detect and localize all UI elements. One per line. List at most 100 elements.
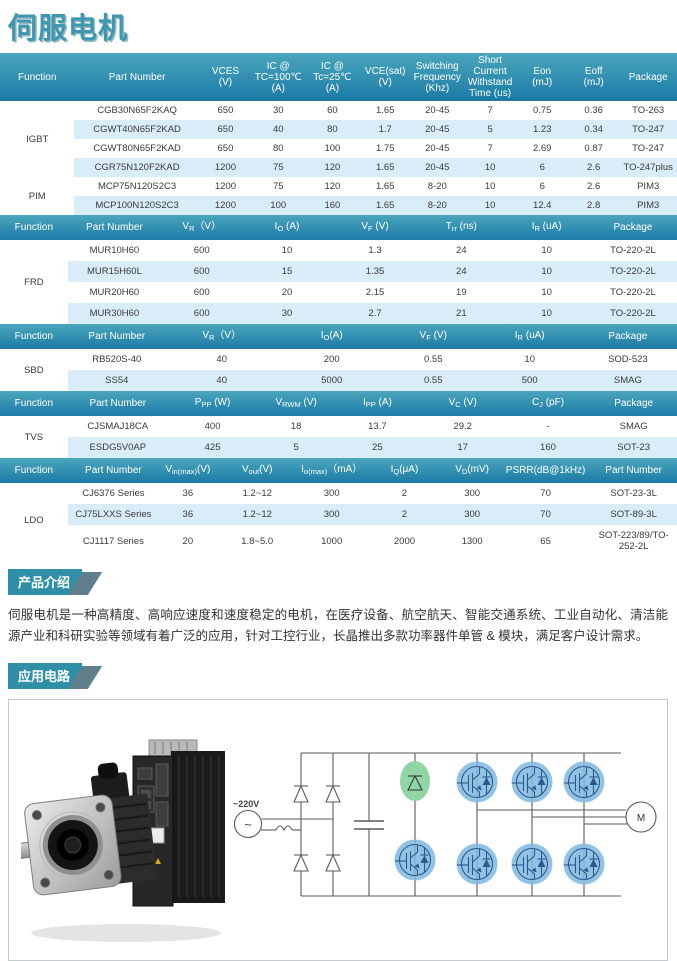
- table-cell: PIM3: [619, 177, 677, 196]
- ac-source: ~ ~220V: [233, 799, 333, 839]
- bridge-rectifier: [293, 784, 341, 872]
- table-cell: 2.6: [567, 177, 620, 196]
- spec-table-tvs: Function Part Number PPP (W) VRWM (V) IPP (A…: [0, 391, 677, 458]
- table-cell: SOT-23-3L: [590, 483, 677, 504]
- table-cell: 36: [159, 483, 217, 504]
- brake-igbt-highlight: [394, 839, 436, 881]
- header-row: Function Part Number Vin(max)(V) Vout(V) Io(…: [0, 458, 677, 483]
- table-cell: 0.36: [567, 101, 620, 120]
- header-row: Function Part Number VR（V） IO(A) VF (V) IR (u…: [0, 324, 677, 349]
- column-header: IR (uA): [504, 215, 589, 240]
- table-cell: 80: [251, 139, 306, 158]
- table-cell: TO-220-2L: [588, 240, 677, 261]
- table-cell: 5: [257, 437, 336, 458]
- column-header: Function: [0, 324, 68, 349]
- table-row: MUR30H60 600 30 2.7 21 10 TO-220-2L: [0, 303, 677, 324]
- function-cell: LDO: [0, 483, 68, 557]
- photo-shadow: [31, 924, 221, 942]
- table-cell: 13.7: [335, 416, 420, 437]
- spec-table-ldo: Function Part Number Vin(max)(V) Vout(V) Io(…: [0, 458, 677, 557]
- table-cell: 0.87: [567, 139, 620, 158]
- igbt-highlight: [563, 761, 605, 803]
- column-header: Package: [578, 324, 677, 349]
- column-header: Part Number: [67, 391, 168, 416]
- table-cell: 2.69: [516, 139, 568, 158]
- table-cell: SS54: [67, 370, 166, 391]
- table-cell: CJSMAJ18CA: [67, 416, 168, 437]
- intro-section: 产品介绍: [0, 569, 677, 595]
- column-header: Package: [619, 53, 677, 101]
- table-cell: 7: [463, 139, 517, 158]
- application-circuit-diagram: ~ ~220V: [233, 752, 657, 897]
- column-header: VCE(sat) (V): [359, 53, 411, 101]
- header-row: Function Part Number VCES (V) IC @ TC=100℃ (A)…: [0, 53, 677, 101]
- column-header: Part Number: [67, 324, 166, 349]
- table-cell: 30: [242, 303, 332, 324]
- intro-heading-badge: 产品介绍: [8, 569, 83, 595]
- column-header: PPP (W): [167, 391, 258, 416]
- table-cell: 1.3: [331, 240, 419, 261]
- table-cell: 0.55: [385, 349, 481, 370]
- table-cell: 36: [159, 504, 217, 525]
- table-cell: 17: [419, 437, 506, 458]
- table-cell: 1.8~5.0: [216, 525, 298, 557]
- column-header: VCES (V): [199, 53, 252, 101]
- table-cell: 8-20: [410, 177, 464, 196]
- column-header: VRWM (V): [257, 391, 336, 416]
- table-cell: 160: [305, 196, 360, 215]
- table-cell: MCP75N120S2C3: [74, 177, 200, 196]
- table-cell: MUR20H60: [67, 282, 162, 303]
- table-cell: 650: [199, 101, 252, 120]
- table-cell: 20-45: [410, 139, 464, 158]
- table-cell: CGR75N120F2KAD: [74, 158, 200, 177]
- table-cell: 1.2~12: [216, 483, 298, 504]
- table-cell: 10: [504, 261, 589, 282]
- table-row: SBD RB520S-40 40 200 0.55 10 SOD-523: [0, 349, 677, 391]
- column-header: Function: [0, 458, 68, 483]
- table-cell: MUR10H60: [67, 240, 162, 261]
- table-cell: 650: [199, 139, 252, 158]
- application-heading-badge: 应用电路: [8, 663, 83, 689]
- column-header: Vin(max)(V): [159, 458, 217, 483]
- column-header: Package: [590, 391, 677, 416]
- column-header: VR（V）: [161, 215, 243, 240]
- table-cell: 18: [257, 416, 336, 437]
- function-cell: TVS: [0, 416, 68, 458]
- table-cell: 20: [242, 282, 332, 303]
- table-cell: 600: [161, 303, 243, 324]
- brake-diode: [400, 761, 430, 801]
- table-row: SS54 40 5000 0.55 500 SMAG: [0, 370, 677, 391]
- table-cell: 20-45: [410, 158, 464, 177]
- table-cell: CJ1117 Series: [67, 525, 160, 557]
- table-row: MCP100N120S2C3 1200 100 160 1.65 8-20 10 12.4 2.…: [0, 196, 677, 215]
- table-cell: 5000: [277, 370, 386, 391]
- table-cell: 70: [500, 504, 591, 525]
- spec-table-sbd: Function Part Number VR（V） IO(A) VF (V) IR (u…: [0, 324, 677, 391]
- table-cell: 160: [505, 437, 591, 458]
- table-row: CGWT80N65F2KAD 650 80 100 1.75 20-45 7 2.69 0.87…: [0, 139, 677, 158]
- column-header: VC (V): [419, 391, 506, 416]
- table-cell: 100: [251, 196, 306, 215]
- table-cell: 1200: [199, 196, 252, 215]
- table-cell: 1200: [199, 177, 252, 196]
- column-header: Function: [0, 53, 75, 101]
- column-header: IPP (A): [335, 391, 420, 416]
- table-cell: 2.6: [567, 158, 620, 177]
- table-cell: 5: [463, 120, 517, 139]
- table-cell: CGWT40N65F2KAD: [74, 120, 200, 139]
- table-cell: 1.23: [516, 120, 568, 139]
- table-cell: SMAG: [578, 370, 677, 391]
- table-row: MUR20H60 600 20 2.15 19 10 TO-220-2L: [0, 282, 677, 303]
- table-cell: 30: [251, 101, 306, 120]
- table-cell: 80: [305, 120, 360, 139]
- table-cell: 600: [161, 282, 243, 303]
- intro-paragraph: 伺服电机是一种高精度、高响应速度和速度稳定的电机，在医疗设备、航空航天、智能交通…: [8, 608, 668, 643]
- column-header: IO(A): [277, 324, 386, 349]
- table-cell: 40: [165, 349, 278, 370]
- table-cell: 0.34: [567, 120, 620, 139]
- table-cell: 6: [516, 158, 568, 177]
- column-header: CJ (pF): [505, 391, 591, 416]
- header-row: Function Part Number PPP (W) VRWM (V) IPP (A…: [0, 391, 677, 416]
- table-cell: 120: [305, 177, 360, 196]
- page-title: 伺服电机: [8, 13, 129, 45]
